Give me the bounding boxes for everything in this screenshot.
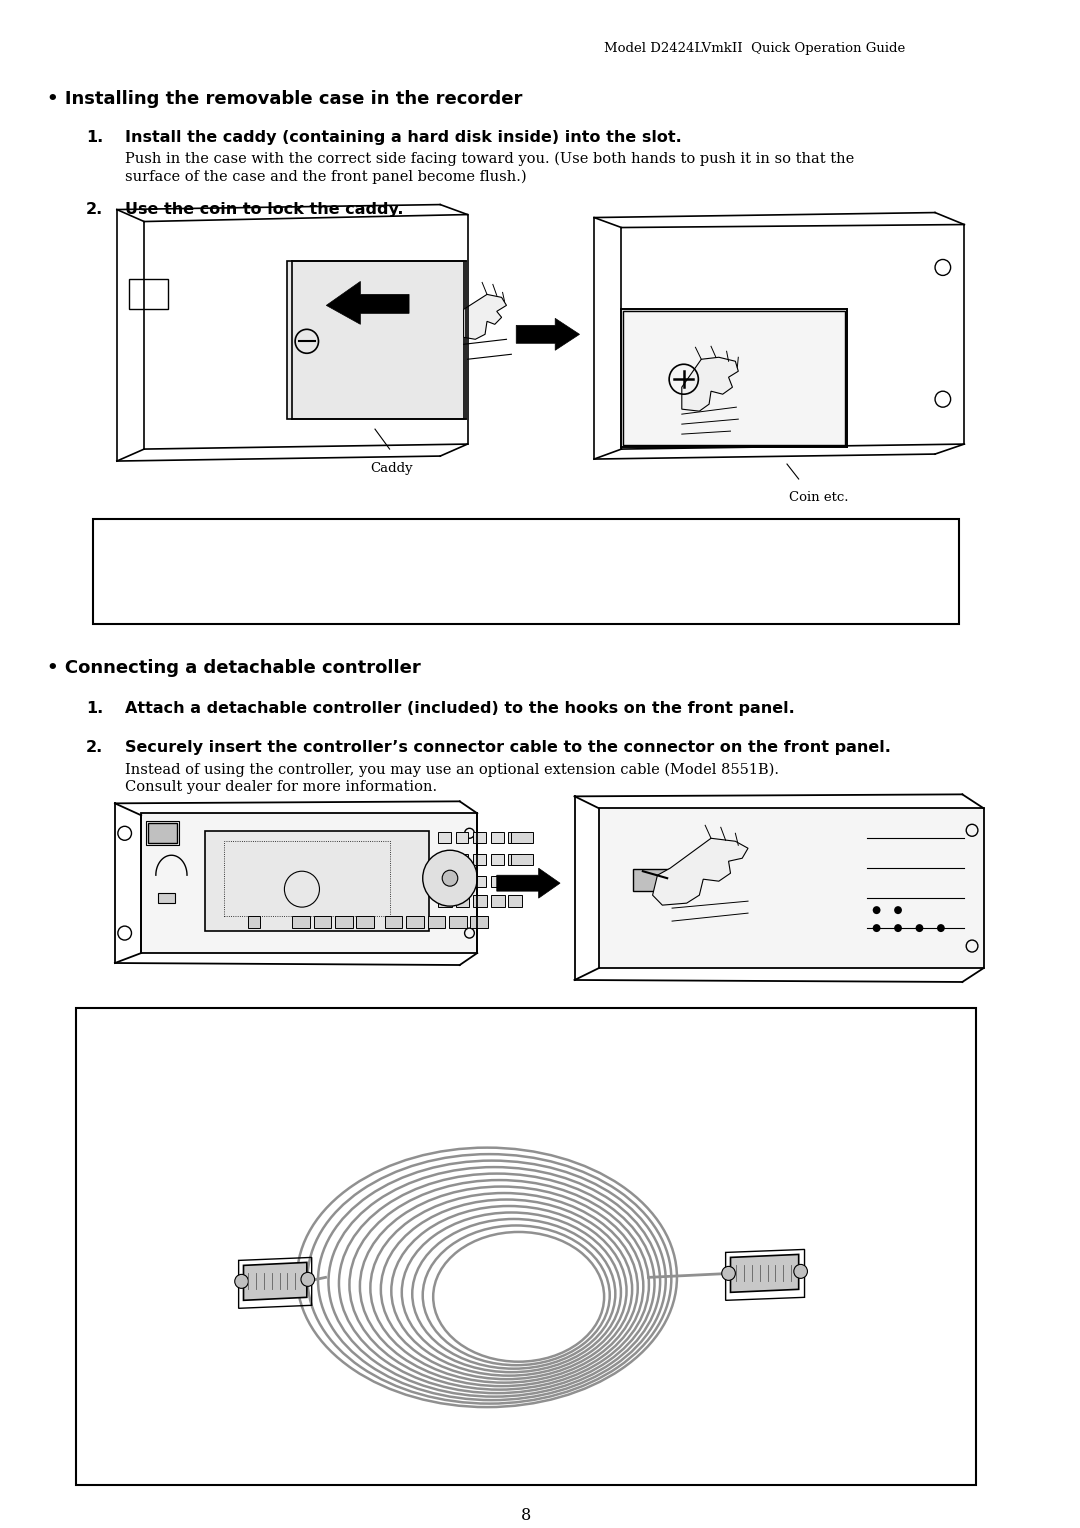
Text: 1.: 1. — [85, 130, 103, 145]
Bar — [509, 854, 521, 865]
Polygon shape — [516, 318, 580, 350]
Circle shape — [937, 924, 945, 932]
Polygon shape — [681, 358, 739, 411]
Bar — [146, 822, 179, 845]
Bar — [438, 895, 451, 908]
Text: • Connecting a detachable controller: • Connecting a detachable controller — [46, 659, 420, 677]
Bar — [438, 876, 451, 888]
Text: Use the coin to lock the caddy.: Use the coin to lock the caddy. — [124, 202, 403, 217]
Bar — [491, 895, 504, 908]
Bar — [148, 824, 177, 843]
Text: 2.: 2. — [85, 202, 103, 217]
Circle shape — [301, 1273, 314, 1287]
Bar — [158, 894, 175, 903]
Bar — [384, 917, 402, 927]
Bar — [141, 813, 477, 953]
Polygon shape — [326, 281, 409, 324]
Text: the extension cable.: the extension cable. — [91, 1071, 240, 1086]
Polygon shape — [287, 261, 463, 419]
Circle shape — [442, 871, 458, 886]
Text: 2.: 2. — [85, 741, 103, 755]
Bar — [473, 833, 486, 843]
Bar — [438, 833, 451, 843]
Polygon shape — [652, 839, 748, 905]
Bar — [511, 854, 532, 865]
Text: Consult the dealer you purchased the recorder from or our sales office about inf: Consult the dealer you purchased the rec… — [91, 1054, 779, 1068]
Polygon shape — [463, 295, 507, 339]
Bar — [456, 854, 469, 865]
Bar — [511, 833, 532, 843]
Bar — [633, 869, 672, 891]
Bar — [356, 917, 374, 927]
Polygon shape — [243, 1262, 307, 1300]
Bar — [76, 1008, 976, 1485]
Text: <CAUTION>: <CAUTION> — [107, 539, 221, 556]
Circle shape — [873, 924, 880, 932]
Text: Attach a detachable controller (included) to the hooks on the front panel.: Attach a detachable controller (included… — [124, 700, 795, 715]
Bar — [335, 917, 352, 927]
Circle shape — [794, 1264, 808, 1279]
Bar — [406, 917, 423, 927]
Bar — [473, 895, 487, 908]
Bar — [428, 917, 445, 927]
Bar — [438, 854, 451, 865]
Circle shape — [721, 1267, 735, 1280]
Text: Model 8551B Optional extension cable: Model 8551B Optional extension cable — [91, 1030, 438, 1045]
Bar — [456, 895, 470, 908]
Polygon shape — [623, 312, 846, 445]
Bar — [509, 876, 521, 888]
Circle shape — [422, 850, 477, 906]
Text: Push in the case with the correct side facing toward you. (Use both hands to pus: Push in the case with the correct side f… — [124, 151, 854, 167]
Bar — [491, 854, 503, 865]
Bar — [456, 876, 469, 888]
Text: Model D2424LVmkII  Quick Operation Guide: Model D2424LVmkII Quick Operation Guide — [604, 41, 905, 55]
Bar — [471, 917, 488, 927]
Bar — [473, 854, 486, 865]
Bar — [491, 876, 503, 888]
Text: • Installing the removable case in the recorder: • Installing the removable case in the r… — [46, 90, 522, 108]
Text: 1.: 1. — [85, 700, 103, 715]
Bar — [509, 833, 521, 843]
Text: surface of the case and the front panel become flush.): surface of the case and the front panel … — [124, 170, 526, 183]
Bar — [224, 842, 390, 917]
Text: Securely insert the controller’s connector cable to the connector on the front p: Securely insert the controller’s connect… — [124, 741, 891, 755]
Polygon shape — [621, 309, 848, 448]
Circle shape — [234, 1274, 248, 1288]
Bar — [129, 280, 167, 309]
Bar — [313, 917, 332, 927]
Circle shape — [894, 906, 902, 914]
Text: Coin etc.: Coin etc. — [789, 490, 849, 504]
Text: Install the caddy (containing a hard disk inside) into the slot.: Install the caddy (containing a hard dis… — [124, 130, 681, 145]
Bar — [456, 833, 469, 843]
Circle shape — [916, 924, 923, 932]
Text: Consult your dealer for more information.: Consult your dealer for more information… — [124, 781, 436, 795]
Polygon shape — [730, 1254, 799, 1293]
Bar — [204, 831, 429, 931]
Bar — [491, 833, 503, 843]
Text: Caddy: Caddy — [370, 461, 413, 475]
Circle shape — [894, 924, 902, 932]
Bar — [248, 917, 260, 927]
Bar — [293, 917, 310, 927]
Bar — [509, 895, 522, 908]
Text: Instead of using the controller, you may use an optional extension cable (Model : Instead of using the controller, you may… — [124, 762, 779, 776]
Circle shape — [873, 906, 880, 914]
Polygon shape — [497, 868, 561, 898]
Bar — [449, 917, 467, 927]
Text: When locking or unlocking the caddy with the coin, make sure that the recorder’s: When locking or unlocking the caddy with… — [107, 579, 811, 594]
Text: 8: 8 — [521, 1507, 531, 1523]
Bar — [93, 520, 959, 623]
Bar — [473, 876, 486, 888]
Text: Do not forget to lock the caddy installed into the slot.: Do not forget to lock the caddy installe… — [107, 561, 503, 575]
Bar — [599, 808, 984, 969]
